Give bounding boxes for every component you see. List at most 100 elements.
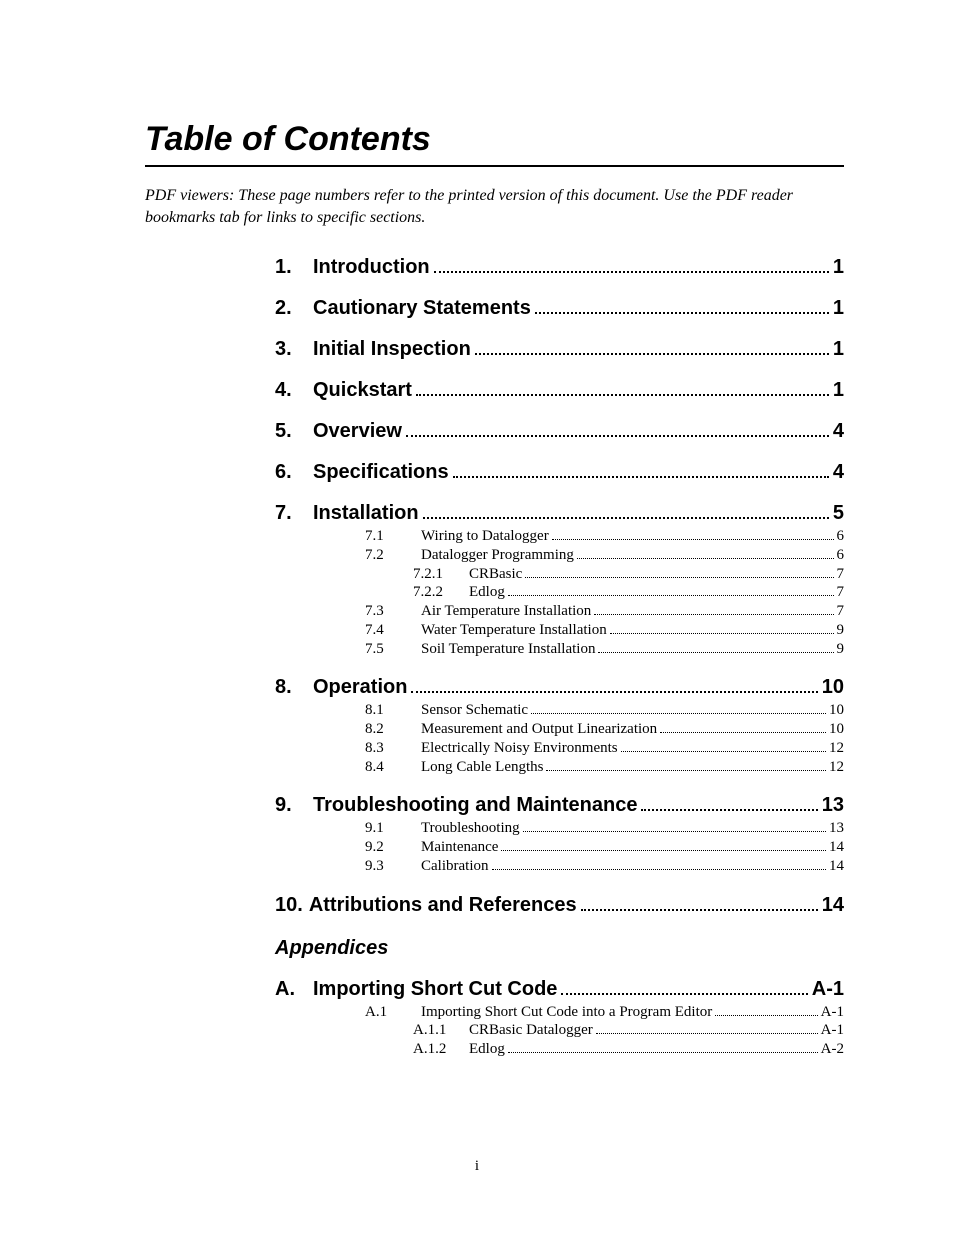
toc-sub-page: 7 — [837, 565, 845, 584]
toc-section-label: Importing Short Cut Code — [313, 978, 557, 1001]
toc-leader-dots — [525, 577, 833, 578]
toc-sub-entry: 9.1Troubleshooting13 — [365, 819, 844, 838]
toc-section: A.Importing Short Cut CodeA-1A.1Importin… — [275, 978, 844, 1059]
toc-sub-list: 8.1Sensor Schematic108.2Measurement and … — [365, 701, 844, 776]
toc-section-number: 1. — [275, 256, 313, 279]
toc-sub-number: 9.3 — [365, 857, 421, 876]
toc-sub-label: Sensor Schematic — [421, 701, 528, 720]
toc-section-label: Attributions and References — [309, 894, 577, 917]
toc-sub-number: 7.2 — [365, 546, 421, 565]
page-title: Table of Contents — [145, 120, 844, 167]
toc-leader-dots — [531, 713, 826, 714]
toc-section-number: 10. — [275, 894, 303, 917]
toc-section-row: 9.Troubleshooting and Maintenance 13 — [275, 794, 844, 817]
toc-sub-page: A-2 — [821, 1040, 844, 1059]
toc-section: 6.Specifications4 — [275, 461, 844, 484]
toc-sub-label: Air Temperature Installation — [421, 602, 591, 621]
toc-section-page: 13 — [822, 794, 844, 817]
toc-section-page: 1 — [833, 338, 844, 361]
toc-sub-page: 14 — [829, 838, 844, 857]
toc-sub-page: 6 — [837, 546, 845, 565]
toc-sub-page: A-1 — [821, 1021, 844, 1040]
toc-sub-label: Datalogger Programming — [421, 546, 574, 565]
toc-section-number: 7. — [275, 502, 313, 525]
toc-sub-page: 10 — [829, 701, 844, 720]
toc-leader-dots — [406, 435, 829, 437]
toc-leader-dots — [577, 558, 834, 559]
toc-leader-dots — [621, 751, 826, 752]
toc-sub-number: 8.1 — [365, 701, 421, 720]
toc-section-number: 9. — [275, 794, 313, 817]
toc-leader-dots — [552, 539, 834, 540]
toc-section-number: 3. — [275, 338, 313, 361]
toc-sub-entry: 7.3Air Temperature Installation 7 — [365, 602, 844, 621]
toc-section-page: 4 — [833, 420, 844, 443]
toc-leader-dots — [411, 691, 817, 693]
page-number: i — [0, 1158, 954, 1175]
toc-leader-dots — [423, 517, 829, 519]
toc-sub-number: 7.2.1 — [413, 565, 469, 584]
toc-sub-page: 9 — [837, 640, 845, 659]
toc-sub-label: Troubleshooting — [421, 819, 520, 838]
toc-leader-dots — [561, 993, 807, 995]
toc-sub-page: 7 — [837, 583, 845, 602]
toc-section-page: 1 — [833, 379, 844, 402]
toc-sub-page: 7 — [837, 602, 845, 621]
toc-section-label: Overview — [313, 420, 402, 443]
toc-section: 9.Troubleshooting and Maintenance139.1Tr… — [275, 794, 844, 875]
toc-leader-dots — [475, 353, 829, 355]
toc-sub-label: Soil Temperature Installation — [421, 640, 595, 659]
toc-leader-dots — [598, 652, 833, 653]
toc-sub-number: 8.4 — [365, 758, 421, 777]
toc-section-row: A.Importing Short Cut CodeA-1 — [275, 978, 844, 1001]
toc-leader-dots — [535, 312, 829, 314]
toc-sub-entry: 8.4Long Cable Lengths12 — [365, 758, 844, 777]
toc-section-page: 14 — [822, 894, 844, 917]
toc-sub-label: Water Temperature Installation — [421, 621, 607, 640]
toc-section-row: 4.Quickstart1 — [275, 379, 844, 402]
toc-leader-dots — [610, 633, 834, 634]
toc-sub-number: 7.4 — [365, 621, 421, 640]
toc-sub-entry: 7.2Datalogger Programming 6 — [365, 546, 844, 565]
toc-section-number: 4. — [275, 379, 313, 402]
toc-section-number: 6. — [275, 461, 313, 484]
toc-sub-label: Importing Short Cut Code into a Program … — [421, 1003, 712, 1022]
appendices-heading: Appendices — [275, 937, 844, 960]
toc-sub-label: Edlog — [469, 1040, 505, 1059]
toc-section-label: Operation — [313, 676, 407, 699]
toc-section-label: Installation — [313, 502, 419, 525]
toc-leader-dots — [523, 831, 826, 832]
toc-section-row: 10. Attributions and References 14 — [275, 894, 844, 917]
toc-leader-dots — [715, 1015, 817, 1016]
toc-section-label: Initial Inspection — [313, 338, 471, 361]
toc-sub-page: 14 — [829, 857, 844, 876]
toc-section-label: Introduction — [313, 256, 430, 279]
toc-section-number: 8. — [275, 676, 313, 699]
toc-sub-entry: 7.1Wiring to Datalogger6 — [365, 527, 844, 546]
toc-section-row: 8.Operation10 — [275, 676, 844, 699]
toc-section-label: Troubleshooting and Maintenance — [313, 794, 637, 817]
page: Table of Contents PDF viewers: These pag… — [0, 0, 954, 1235]
toc-section: 3.Initial Inspection 1 — [275, 338, 844, 361]
toc-leader-dots — [660, 732, 826, 733]
toc-leader-dots — [416, 394, 829, 396]
toc-sub-label: CRBasic Datalogger — [469, 1021, 593, 1040]
toc-sub-entry: 9.3Calibration14 — [365, 857, 844, 876]
toc-leader-dots — [508, 595, 834, 596]
toc-sub-page: 13 — [829, 819, 844, 838]
toc-leader-dots — [594, 614, 833, 615]
toc-leader-dots — [546, 770, 826, 771]
toc-sub-number: A.1.2 — [413, 1040, 469, 1059]
toc-section-page: 1 — [833, 297, 844, 320]
toc-section-row: 3.Initial Inspection 1 — [275, 338, 844, 361]
toc-sub-label: Long Cable Lengths — [421, 758, 543, 777]
toc-sub-entry: 7.2.1CRBasic7 — [413, 565, 844, 584]
toc-sub-number: 7.3 — [365, 602, 421, 621]
toc-sub-number: 7.5 — [365, 640, 421, 659]
toc-section-page: A-1 — [812, 978, 844, 1001]
toc-section: 7.Installation57.1Wiring to Datalogger67… — [275, 502, 844, 658]
toc-sub-number: 7.1 — [365, 527, 421, 546]
toc-section: 8.Operation108.1Sensor Schematic108.2Mea… — [275, 676, 844, 776]
toc-sub-number: 8.3 — [365, 739, 421, 758]
toc-sub-page: 12 — [829, 739, 844, 758]
